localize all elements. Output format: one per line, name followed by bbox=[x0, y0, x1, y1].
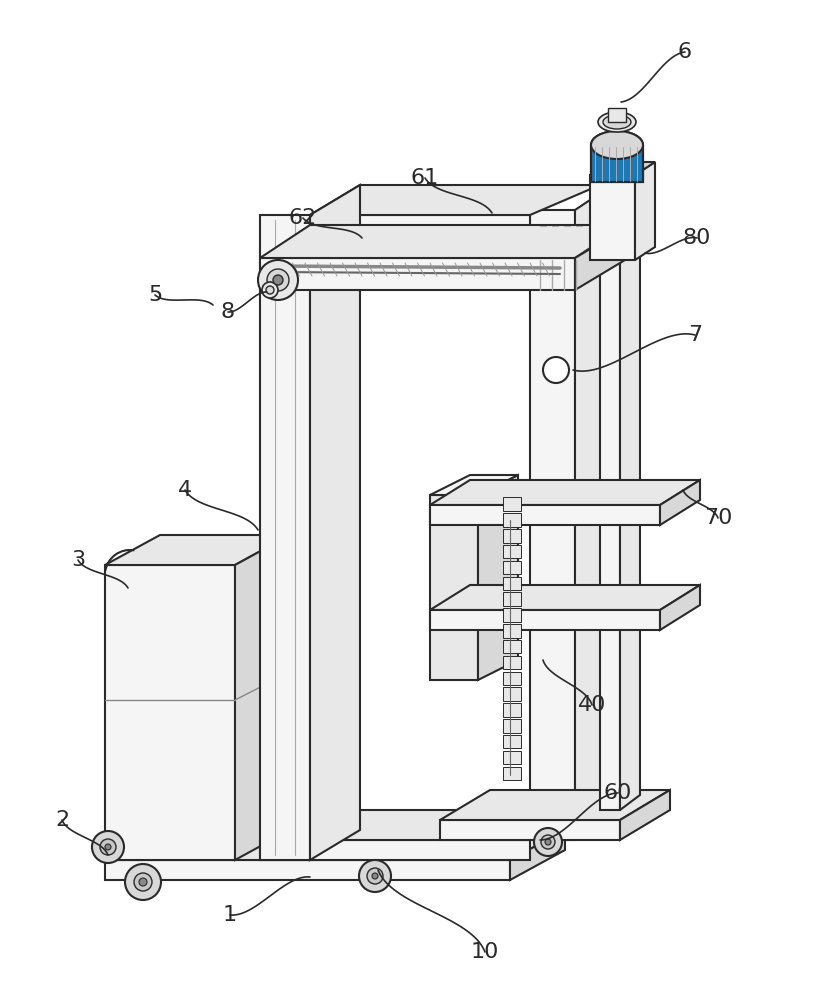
Bar bbox=[502, 751, 520, 764]
Circle shape bbox=[372, 873, 378, 879]
Polygon shape bbox=[619, 210, 639, 810]
Polygon shape bbox=[429, 495, 477, 680]
Bar bbox=[502, 719, 520, 732]
Bar bbox=[502, 672, 520, 685]
Circle shape bbox=[273, 275, 283, 285]
Text: 70: 70 bbox=[703, 508, 731, 528]
Bar bbox=[502, 497, 520, 511]
Circle shape bbox=[139, 878, 147, 886]
Circle shape bbox=[100, 839, 115, 855]
Text: 61: 61 bbox=[410, 168, 439, 188]
Circle shape bbox=[367, 868, 382, 884]
Text: 6: 6 bbox=[677, 42, 691, 62]
Polygon shape bbox=[440, 820, 619, 840]
Polygon shape bbox=[509, 830, 564, 880]
Polygon shape bbox=[260, 215, 310, 860]
Circle shape bbox=[92, 831, 124, 863]
Polygon shape bbox=[600, 225, 619, 810]
Text: 1: 1 bbox=[223, 905, 237, 925]
Text: 60: 60 bbox=[603, 783, 631, 803]
Polygon shape bbox=[310, 215, 529, 245]
Ellipse shape bbox=[590, 131, 642, 159]
Circle shape bbox=[359, 860, 391, 892]
Text: 7: 7 bbox=[687, 325, 701, 345]
Bar bbox=[502, 561, 520, 574]
Polygon shape bbox=[260, 258, 574, 290]
Circle shape bbox=[265, 286, 274, 294]
Bar bbox=[502, 592, 520, 606]
Polygon shape bbox=[659, 480, 699, 525]
Polygon shape bbox=[310, 185, 600, 215]
Circle shape bbox=[542, 357, 568, 383]
Polygon shape bbox=[529, 210, 574, 840]
Polygon shape bbox=[590, 162, 654, 175]
Bar bbox=[502, 640, 520, 653]
Bar bbox=[502, 513, 520, 527]
Polygon shape bbox=[574, 228, 624, 290]
Polygon shape bbox=[235, 535, 290, 860]
Ellipse shape bbox=[602, 115, 631, 129]
Circle shape bbox=[541, 835, 554, 849]
Bar bbox=[502, 529, 520, 542]
Text: 8: 8 bbox=[220, 302, 235, 322]
Bar bbox=[502, 608, 520, 622]
Text: 62: 62 bbox=[288, 208, 317, 228]
Polygon shape bbox=[574, 180, 619, 840]
Text: 10: 10 bbox=[470, 942, 499, 962]
Circle shape bbox=[133, 873, 152, 891]
Polygon shape bbox=[105, 860, 509, 880]
Circle shape bbox=[124, 864, 161, 900]
Polygon shape bbox=[477, 475, 518, 680]
Polygon shape bbox=[600, 210, 639, 225]
Bar bbox=[502, 767, 520, 780]
Text: 3: 3 bbox=[71, 550, 85, 570]
Bar bbox=[502, 687, 520, 701]
Polygon shape bbox=[429, 585, 699, 610]
Polygon shape bbox=[429, 480, 699, 505]
Bar bbox=[502, 545, 520, 558]
Bar bbox=[502, 656, 520, 669]
Circle shape bbox=[262, 282, 278, 298]
Polygon shape bbox=[105, 535, 290, 565]
Polygon shape bbox=[429, 475, 518, 495]
Circle shape bbox=[105, 844, 111, 850]
Polygon shape bbox=[634, 162, 654, 260]
Polygon shape bbox=[260, 840, 529, 860]
Polygon shape bbox=[607, 108, 625, 122]
Polygon shape bbox=[590, 145, 642, 182]
Text: 2: 2 bbox=[55, 810, 69, 830]
Circle shape bbox=[533, 828, 561, 856]
Bar bbox=[502, 703, 520, 717]
Polygon shape bbox=[619, 790, 669, 840]
Polygon shape bbox=[105, 830, 564, 860]
Text: 5: 5 bbox=[147, 285, 162, 305]
Text: 4: 4 bbox=[178, 480, 192, 500]
Circle shape bbox=[267, 269, 288, 291]
Bar bbox=[502, 624, 520, 638]
Polygon shape bbox=[105, 565, 235, 860]
Polygon shape bbox=[260, 225, 624, 258]
Polygon shape bbox=[429, 505, 659, 525]
Polygon shape bbox=[659, 585, 699, 630]
Polygon shape bbox=[310, 185, 360, 860]
Text: 80: 80 bbox=[682, 228, 710, 248]
Polygon shape bbox=[429, 610, 659, 630]
Ellipse shape bbox=[590, 131, 642, 159]
Ellipse shape bbox=[597, 112, 636, 132]
Circle shape bbox=[545, 839, 550, 845]
Text: 40: 40 bbox=[577, 695, 605, 715]
Bar bbox=[502, 577, 520, 590]
Bar bbox=[502, 735, 520, 748]
Polygon shape bbox=[590, 175, 634, 260]
Polygon shape bbox=[590, 145, 642, 182]
Polygon shape bbox=[440, 790, 669, 820]
Circle shape bbox=[258, 260, 297, 300]
Polygon shape bbox=[260, 810, 574, 840]
